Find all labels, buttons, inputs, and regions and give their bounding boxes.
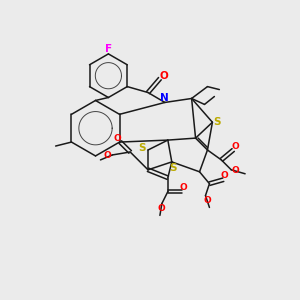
Text: O: O [103, 152, 111, 160]
Text: O: O [160, 71, 168, 81]
Text: S: S [169, 163, 176, 173]
Text: O: O [157, 204, 165, 213]
Text: F: F [105, 44, 112, 54]
Text: O: O [231, 142, 239, 151]
Text: N: N [160, 94, 169, 103]
Text: O: O [231, 166, 239, 175]
Text: O: O [220, 171, 228, 180]
Text: O: O [204, 196, 211, 205]
Text: S: S [138, 143, 146, 153]
Text: O: O [113, 134, 121, 142]
Text: S: S [214, 117, 221, 127]
Text: O: O [180, 183, 188, 192]
